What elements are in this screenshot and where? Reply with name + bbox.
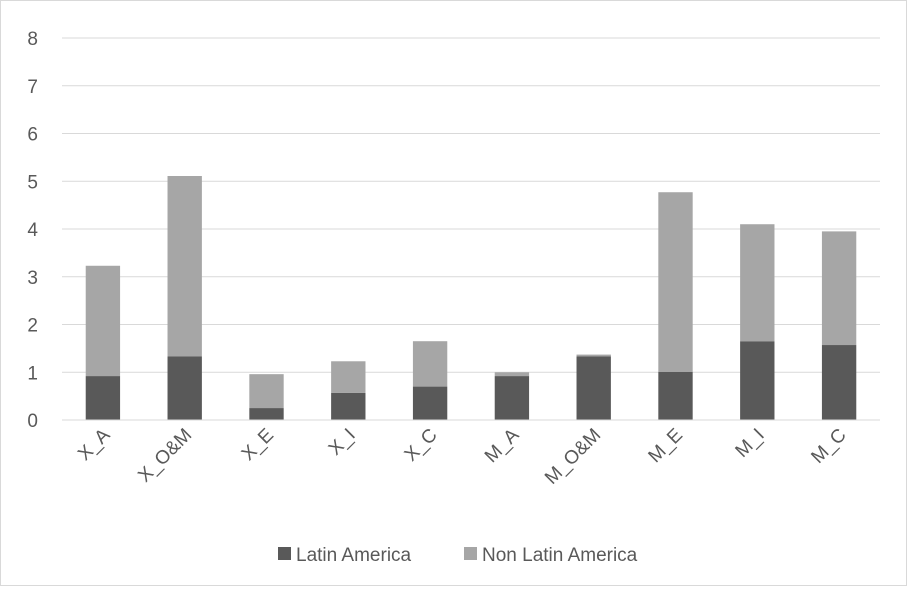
y-tick-label: 8	[27, 29, 38, 50]
bar-non-latin-america-x-c	[412, 341, 448, 387]
y-tick-label: 7	[27, 77, 38, 98]
bar-latin-america-x-c	[412, 386, 448, 420]
legend: Latin America Non Latin America	[278, 545, 638, 566]
y-tick-label: 4	[27, 220, 38, 241]
x-tick-label-x-c: X_C	[401, 425, 442, 466]
x-tick-label-x-e: X_E	[238, 425, 278, 465]
bar-latin-america-x-e	[249, 408, 284, 420]
legend-label-non-latin-america: Non Latin America	[482, 545, 638, 566]
legend-swatch-non-latin-america	[464, 547, 477, 560]
y-tick-label: 0	[27, 411, 38, 432]
bar-latin-america-m-c	[821, 345, 857, 420]
x-tick-label-m-c: M_C	[807, 425, 850, 468]
bars	[85, 175, 857, 420]
bar-latin-america-x-a	[85, 376, 121, 420]
x-axis-ticks: X_A X_O&M X_E X_I X_C M_A M_O&M M_E M_I M_C	[74, 424, 850, 488]
bar-latin-america-x-i	[331, 392, 366, 420]
bar-non-latin-america-x-a	[85, 265, 121, 377]
x-tick-label-m-i: M_I	[732, 425, 769, 462]
bar-non-latin-america-m-a	[494, 372, 530, 377]
y-tick-label: 6	[27, 125, 38, 146]
legend-label-latin-america: Latin America	[296, 545, 412, 566]
bar-non-latin-america-m-e	[658, 192, 693, 372]
x-tick-label-x-i: X_I	[325, 425, 360, 460]
y-tick-label: 5	[27, 172, 38, 193]
x-tick-label-x-oandm: X_O&M	[134, 425, 196, 487]
legend-swatch-latin-america	[278, 547, 291, 560]
bar-non-latin-america-x-e	[249, 374, 284, 409]
bar-latin-america-m-oandm	[576, 356, 611, 420]
y-tick-label: 1	[27, 363, 38, 384]
bar-non-latin-america-x-i	[331, 361, 366, 393]
bar-latin-america-m-e	[658, 371, 693, 420]
x-tick-label-x-a: X_A	[74, 424, 114, 464]
bar-non-latin-america-m-oandm	[576, 354, 611, 357]
x-tick-label-m-oandm: M_O&M	[541, 425, 605, 489]
y-tick-label: 2	[27, 316, 38, 337]
bar-latin-america-m-i	[740, 341, 775, 420]
y-tick-label: 3	[27, 268, 38, 289]
bar-non-latin-america-x-oandm	[167, 175, 202, 357]
bar-latin-america-m-a	[494, 376, 530, 420]
x-tick-label-m-e: M_E	[645, 425, 687, 467]
x-tick-label-m-a: M_A	[481, 424, 524, 467]
bar-non-latin-america-m-c	[821, 231, 857, 346]
bar-non-latin-america-m-i	[740, 224, 775, 342]
y-axis-ticks: 0 1 2 3 4 5 6 7 8	[27, 29, 38, 432]
bar-latin-america-x-oandm	[167, 356, 202, 420]
